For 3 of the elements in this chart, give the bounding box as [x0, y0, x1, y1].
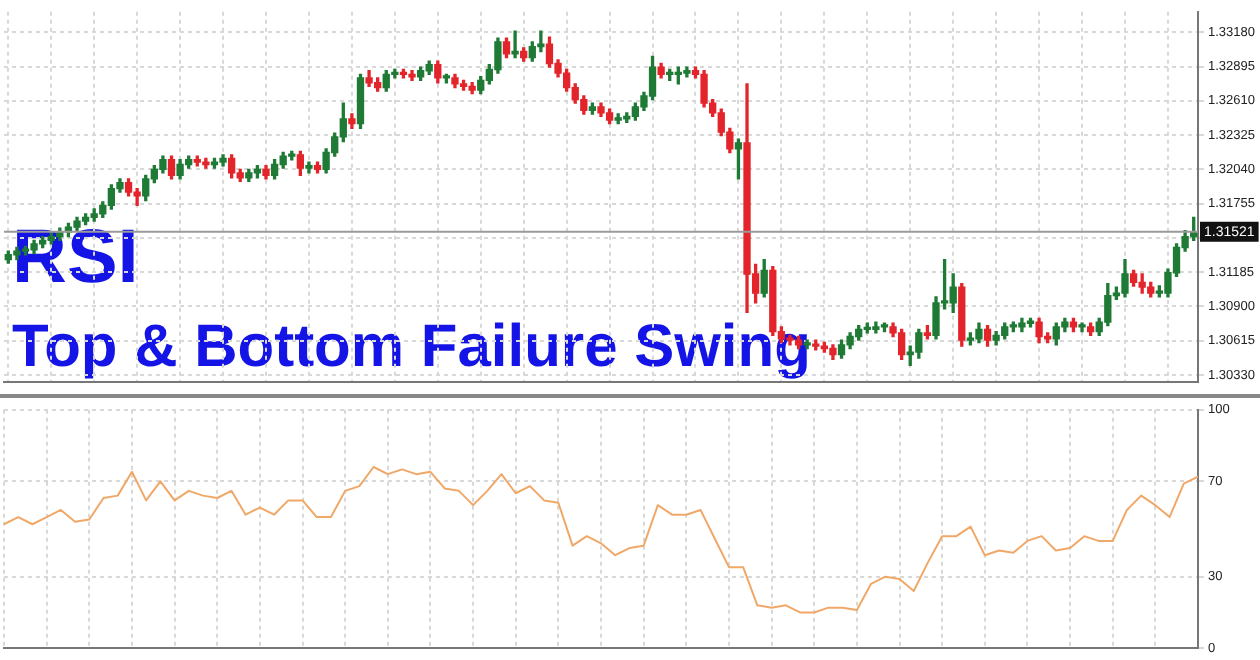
- candlestick: [305, 161, 313, 174]
- candlestick: [511, 30, 519, 59]
- candlestick: [872, 321, 880, 334]
